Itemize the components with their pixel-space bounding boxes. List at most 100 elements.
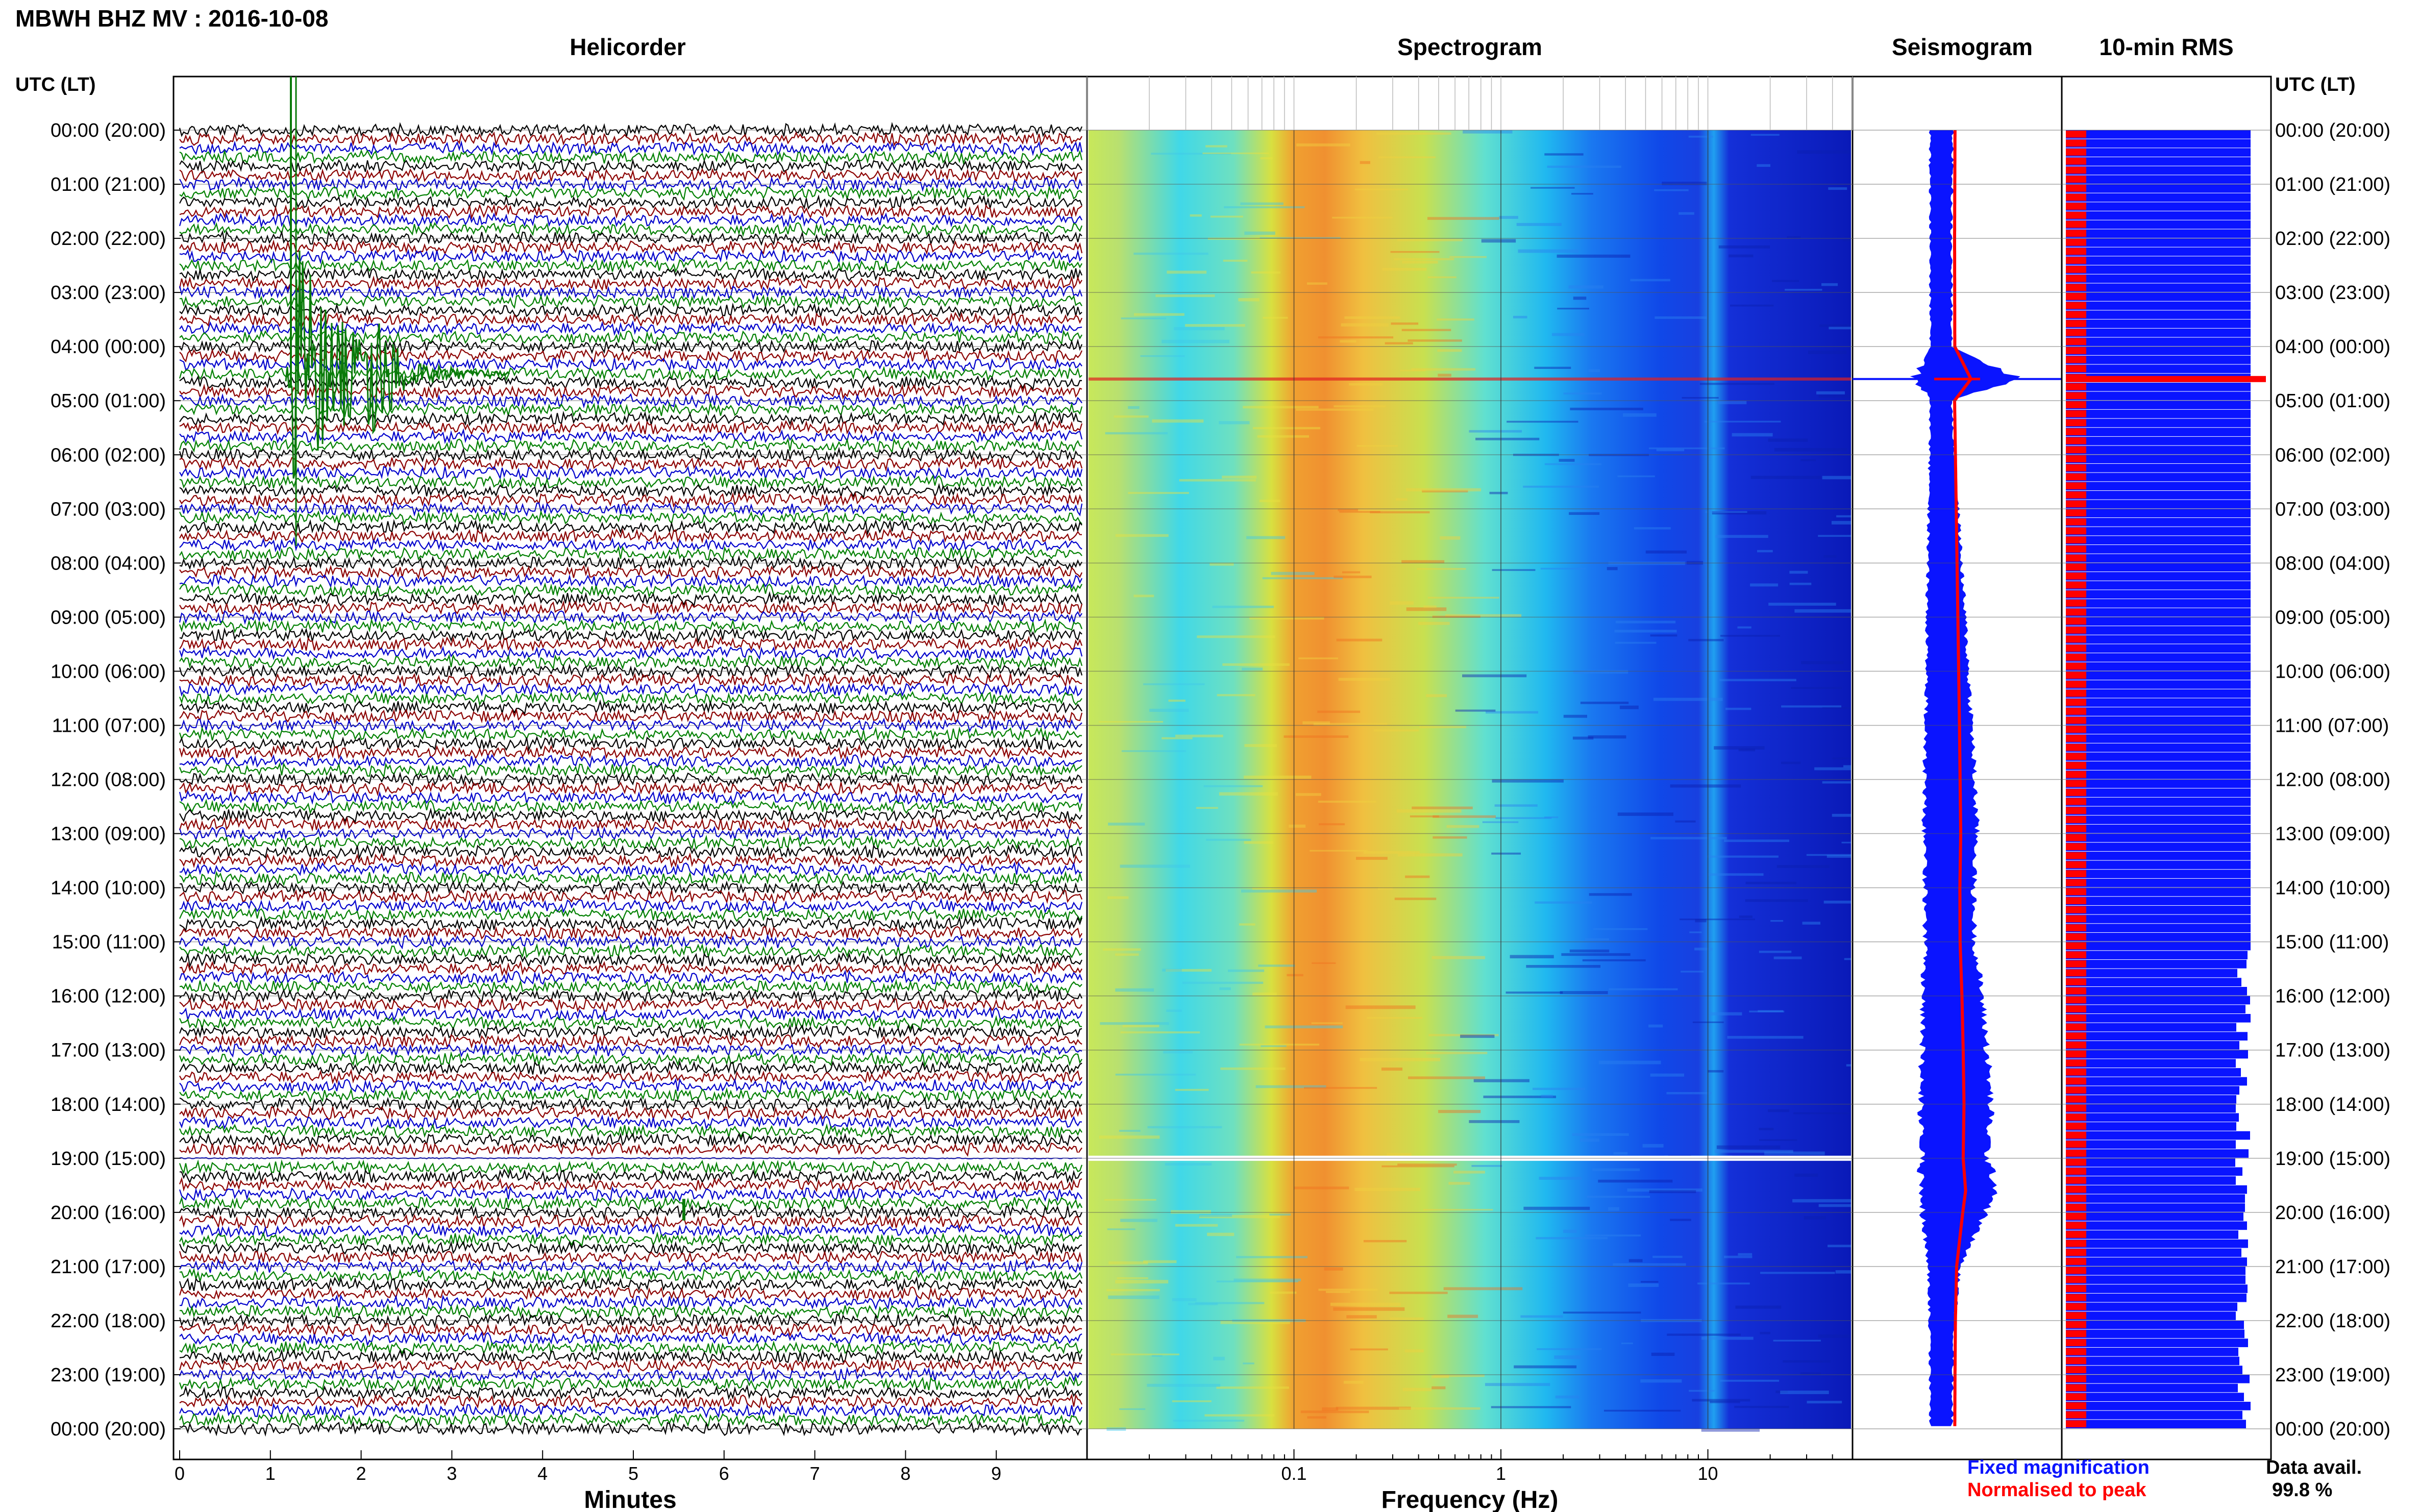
helicorder-title: Helicorder [570,34,686,60]
time-tick-label: 14:00 (10:00) [2275,878,2390,899]
spectrogram-texture [1645,550,1687,554]
spectrogram-texture [1108,823,1145,826]
rms-bar-fixed [2066,1257,2247,1266]
rms-bar-normalised [2066,1195,2086,1202]
rms-bar-normalised [2066,220,2086,228]
helicorder-xlabel: Minutes [584,1486,676,1512]
rms-bar-fixed [2066,554,2251,563]
spectrogram-texture [1243,1362,1254,1365]
spectrogram-texture [1533,1087,1585,1090]
rms-bar-normalised [2066,527,2086,535]
rms-bar-normalised [2066,1285,2086,1292]
spectrogram-texture [1438,1110,1481,1113]
spectrogram-texture [1471,1164,1502,1167]
rms-bar-fixed [2066,806,2251,815]
helicorder-trace [179,1222,1082,1238]
spectrogram-texture [1220,1067,1286,1070]
rms-bar-normalised [2066,1411,2086,1419]
spectrogram-texture [1570,407,1643,411]
spectrogram-texture [1296,143,1350,146]
time-tick-labels-right: 00:00 (20:00) 01:00 (21:00) 02:00 (22:00) 0… [2275,120,2390,1440]
spectrogram-texture [1133,253,1208,255]
spectrogram-texture [1311,1022,1343,1024]
spectrogram-texture [1411,368,1476,371]
spectrogram-texture [1554,1355,1581,1359]
rms-bar-fixed [2066,969,2237,978]
spectrogram-texture [1260,237,1341,239]
spectrogram-texture [1806,854,1851,856]
rms-bar-fixed [2066,1068,2241,1077]
spectrogram-texture [1345,1005,1416,1009]
rms-bar-normalised [2066,1267,2086,1274]
spectrogram-texture [1621,1342,1633,1345]
spectrogram-texture [1426,1052,1488,1054]
spectrogram-texture [1317,710,1361,713]
time-tick-label: 00:00 (20:00) [51,120,166,141]
spectrogram-texture [1816,391,1845,394]
helicorder-trace [179,645,1083,661]
spectrogram-texture [1423,1209,1493,1211]
spectrogram-texture [1563,1311,1641,1314]
spectrogram-texture [1841,841,1851,844]
spectrogram-texture [1376,132,1451,135]
spectrogram-texture [1334,576,1372,579]
spectrogram-texture [1163,1051,1193,1054]
helicorder-trace [179,348,1082,364]
spectrogram-texture [1699,383,1774,385]
spectrogram-x-ticks: 0.1 1 10 [1087,77,1853,1484]
spectrogram-texture [1219,421,1250,425]
rms-bar-fixed [2066,581,2251,590]
spectrogram-texture [1704,420,1781,423]
rms-bar-normalised [2066,735,2086,742]
rms-bar-fixed [2066,770,2251,779]
rms-bar-normalised [2066,924,2086,931]
spectrogram-texture [1398,853,1463,857]
helicorder-trace [179,1421,1082,1437]
rms-bar-normalised [2066,410,2086,417]
spectrogram-texture [1210,562,1234,566]
rms-bar-normalised [2066,861,2086,869]
rms-bar-fixed [2066,283,2251,292]
spectrogram-texture [1737,626,1751,629]
helicorder-trace [179,140,1083,157]
spectrogram-texture [1119,1130,1141,1132]
spectrogram-texture [1749,1010,1785,1013]
spectrogram-texture [1628,1283,1659,1287]
helicorder-trace [179,437,1082,454]
seismogram-panel [1852,76,2063,1460]
spectrogram-texture [1239,923,1255,926]
time-tick-label: 06:00 (02:00) [51,444,166,466]
rms-bar-normalised [2066,1158,2086,1166]
spectrogram-texture [1393,258,1454,260]
rms-bar-normalised [2066,545,2086,553]
spectrogram-texture [1642,1144,1664,1148]
helicorder-trace [179,960,1082,977]
spectrogram-texture [1780,1391,1829,1394]
seismogram-title: Seismogram [1892,34,2033,60]
spectrogram-texture [1593,928,1648,930]
helicorder-x-tick-label: 0 [175,1463,185,1484]
spectrogram-texture [1510,955,1554,958]
helicorder-trace [179,988,1082,1004]
helicorder-trace [179,203,1082,220]
helicorder-trace [179,257,1082,274]
helicorder-trace [179,970,1083,986]
spectrogram-texture [1175,1224,1218,1227]
rms-bar-fixed [2066,536,2251,544]
helicorder-trace [179,419,1083,436]
rms-bar-normalised [2066,1096,2086,1103]
rms-bar-fixed [2066,924,2251,932]
spectrogram-texture [1516,222,1562,226]
helicorder-trace [179,925,1082,941]
spectrogram-texture [1814,767,1851,771]
rms-bar-fixed [2066,229,2251,238]
spectrogram-texture [1688,135,1714,138]
rms-bar-fixed [2066,418,2251,428]
rms-bar-normalised [2066,699,2086,706]
spectrogram-texture [1300,1410,1369,1414]
rms-bar-normalised [2066,1348,2086,1355]
spectrogram-texture [1818,1204,1851,1207]
rms-bar-normalised [2066,1005,2086,1013]
spectrogram-texture [1494,804,1538,807]
rms-bar-fixed [2066,1122,2236,1131]
